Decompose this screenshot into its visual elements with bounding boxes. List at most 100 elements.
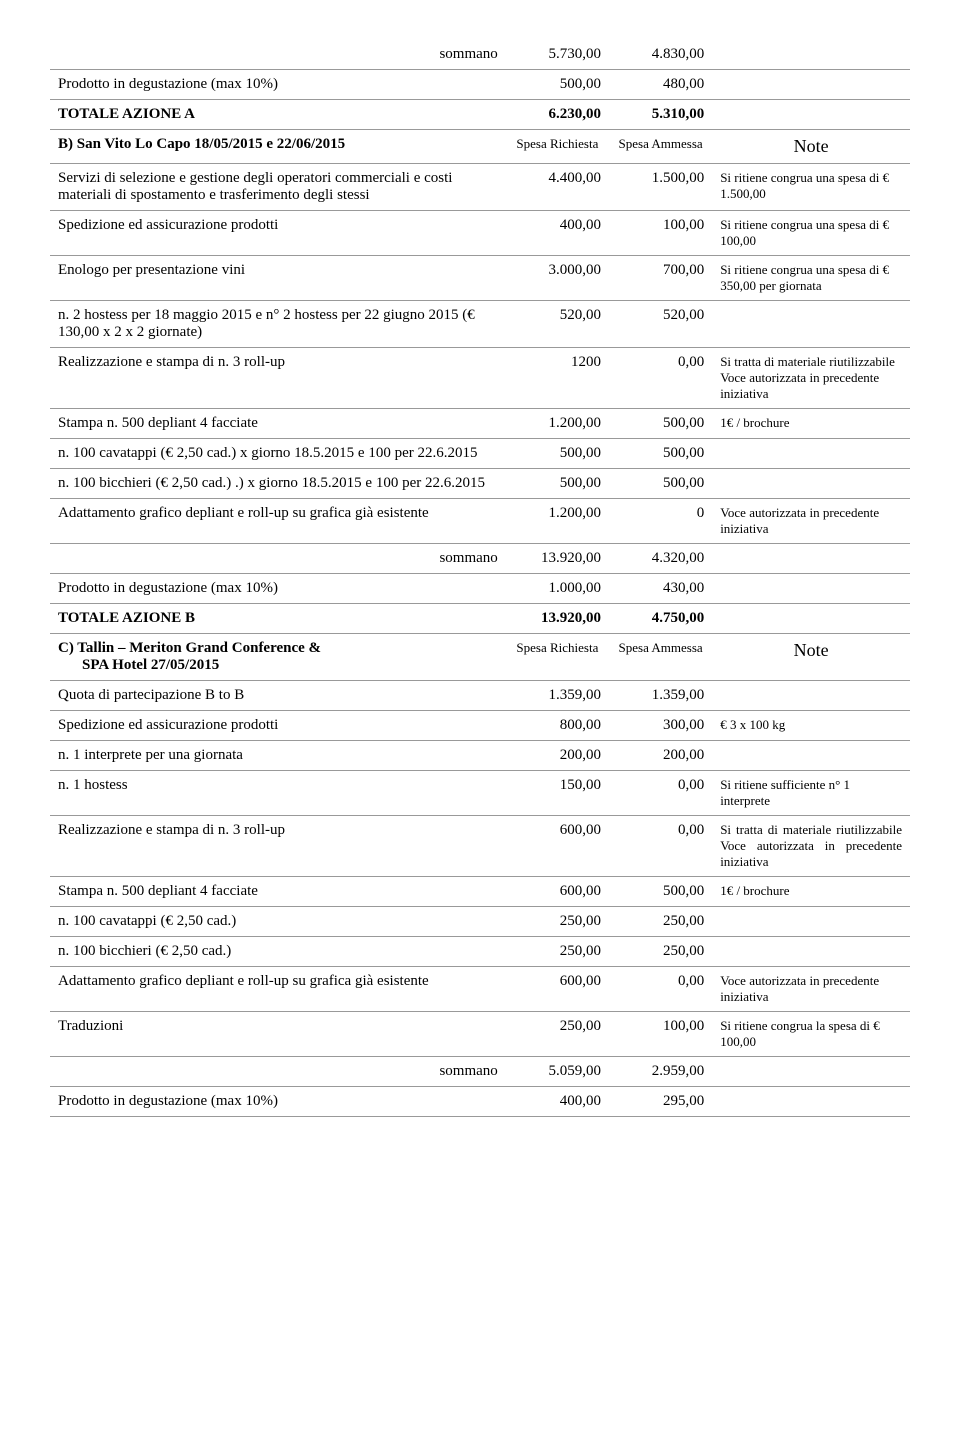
note-cell bbox=[712, 301, 910, 348]
note-cell: Si ritiene congrua una spesa di € 1.500,… bbox=[712, 164, 910, 211]
requested-cell: 1.359,00 bbox=[506, 681, 609, 711]
requested-cell: 1.000,00 bbox=[506, 574, 609, 604]
table-row: Servizi di selezione e gestione degli op… bbox=[50, 164, 910, 211]
requested-cell: 520,00 bbox=[506, 301, 609, 348]
description-cell: sommano bbox=[50, 544, 506, 574]
table-row: Adattamento grafico depliant e roll-up s… bbox=[50, 499, 910, 544]
approved-cell: 520,00 bbox=[609, 301, 712, 348]
requested-cell: 250,00 bbox=[506, 937, 609, 967]
approved-cell: 100,00 bbox=[609, 1012, 712, 1057]
table-row: Realizzazione e stampa di n. 3 roll-up12… bbox=[50, 348, 910, 409]
approved-cell: 500,00 bbox=[609, 439, 712, 469]
table-row: Prodotto in degustazione (max 10%)400,00… bbox=[50, 1087, 910, 1117]
note-cell bbox=[712, 907, 910, 937]
requested-cell: Spesa Richiesta bbox=[506, 634, 609, 681]
expense-table: sommano5.730,004.830,00Prodotto in degus… bbox=[50, 40, 910, 1117]
description-cell: B) San Vito Lo Capo 18/05/2015 e 22/06/2… bbox=[50, 130, 506, 164]
description-cell: n. 2 hostess per 18 maggio 2015 e n° 2 h… bbox=[50, 301, 506, 348]
requested-cell: 600,00 bbox=[506, 967, 609, 1012]
description-cell: n. 1 hostess bbox=[50, 771, 506, 816]
note-cell: Note bbox=[712, 130, 910, 164]
requested-cell: 1200 bbox=[506, 348, 609, 409]
note-cell bbox=[712, 741, 910, 771]
approved-cell: Spesa Ammessa bbox=[609, 634, 712, 681]
description-cell: Servizi di selezione e gestione degli op… bbox=[50, 164, 506, 211]
description-cell: n. 100 cavatappi (€ 2,50 cad.) x giorno … bbox=[50, 439, 506, 469]
requested-cell: 3.000,00 bbox=[506, 256, 609, 301]
note-cell bbox=[712, 469, 910, 499]
approved-cell: Spesa Ammessa bbox=[609, 130, 712, 164]
approved-cell: 500,00 bbox=[609, 877, 712, 907]
description-cell: n. 1 interprete per una giornata bbox=[50, 741, 506, 771]
table-row: Realizzazione e stampa di n. 3 roll-up60… bbox=[50, 816, 910, 877]
description-cell: Adattamento grafico depliant e roll-up s… bbox=[50, 967, 506, 1012]
note-cell: Si tratta di materiale riutilizzabile Vo… bbox=[712, 816, 910, 877]
approved-cell: 480,00 bbox=[609, 70, 712, 100]
approved-cell: 1.359,00 bbox=[609, 681, 712, 711]
approved-cell: 4.830,00 bbox=[609, 40, 712, 70]
approved-cell: 0,00 bbox=[609, 348, 712, 409]
table-row: Stampa n. 500 depliant 4 facciate1.200,0… bbox=[50, 409, 910, 439]
description-cell: sommano bbox=[50, 40, 506, 70]
requested-cell: 5.730,00 bbox=[506, 40, 609, 70]
note-cell bbox=[712, 439, 910, 469]
note-cell bbox=[712, 937, 910, 967]
table-row: Prodotto in degustazione (max 10%)500,00… bbox=[50, 70, 910, 100]
description-cell: Stampa n. 500 depliant 4 facciate bbox=[50, 877, 506, 907]
approved-cell: 4.320,00 bbox=[609, 544, 712, 574]
approved-cell: 4.750,00 bbox=[609, 604, 712, 634]
approved-cell: 100,00 bbox=[609, 211, 712, 256]
requested-cell: 250,00 bbox=[506, 1012, 609, 1057]
description-cell: TOTALE AZIONE A bbox=[50, 100, 506, 130]
table-row: n. 100 cavatappi (€ 2,50 cad.) x giorno … bbox=[50, 439, 910, 469]
approved-cell: 200,00 bbox=[609, 741, 712, 771]
requested-cell: 500,00 bbox=[506, 469, 609, 499]
description-cell: C) Tallin – Meriton Grand Conference &SP… bbox=[50, 634, 506, 681]
approved-cell: 700,00 bbox=[609, 256, 712, 301]
note-cell: Si ritiene congrua una spesa di € 350,00… bbox=[712, 256, 910, 301]
note-cell bbox=[712, 1087, 910, 1117]
note-cell: Voce autorizzata in precedente iniziativ… bbox=[712, 499, 910, 544]
table-row: sommano13.920,004.320,00 bbox=[50, 544, 910, 574]
table-row: n. 1 interprete per una giornata200,0020… bbox=[50, 741, 910, 771]
description-cell: n. 100 bicchieri (€ 2,50 cad.) bbox=[50, 937, 506, 967]
requested-cell: 800,00 bbox=[506, 711, 609, 741]
table-row: sommano5.059,002.959,00 bbox=[50, 1057, 910, 1087]
note-cell: Si tratta di materiale riutilizzabile Vo… bbox=[712, 348, 910, 409]
table-row: B) San Vito Lo Capo 18/05/2015 e 22/06/2… bbox=[50, 130, 910, 164]
table-row: TOTALE AZIONE B13.920,004.750,00 bbox=[50, 604, 910, 634]
approved-cell: 300,00 bbox=[609, 711, 712, 741]
requested-cell: 13.920,00 bbox=[506, 604, 609, 634]
approved-cell: 0,00 bbox=[609, 771, 712, 816]
requested-cell: 200,00 bbox=[506, 741, 609, 771]
table-row: Traduzioni250,00100,00Si ritiene congrua… bbox=[50, 1012, 910, 1057]
table-row: C) Tallin – Meriton Grand Conference &SP… bbox=[50, 634, 910, 681]
note-cell: Si ritiene congrua una spesa di € 100,00 bbox=[712, 211, 910, 256]
requested-cell: 1.200,00 bbox=[506, 499, 609, 544]
description-cell: Prodotto in degustazione (max 10%) bbox=[50, 70, 506, 100]
table-row: n. 100 bicchieri (€ 2,50 cad.) .) x gior… bbox=[50, 469, 910, 499]
approved-cell: 500,00 bbox=[609, 409, 712, 439]
requested-cell: Spesa Richiesta bbox=[506, 130, 609, 164]
note-cell: € 3 x 100 kg bbox=[712, 711, 910, 741]
requested-cell: 500,00 bbox=[506, 439, 609, 469]
note-cell bbox=[712, 574, 910, 604]
description-cell: Prodotto in degustazione (max 10%) bbox=[50, 574, 506, 604]
approved-cell: 0,00 bbox=[609, 816, 712, 877]
description-cell: Enologo per presentazione vini bbox=[50, 256, 506, 301]
note-cell: Voce autorizzata in precedente iniziativ… bbox=[712, 967, 910, 1012]
table-row: TOTALE AZIONE A6.230,005.310,00 bbox=[50, 100, 910, 130]
table-row: Enologo per presentazione vini3.000,0070… bbox=[50, 256, 910, 301]
note-cell: Note bbox=[712, 634, 910, 681]
approved-cell: 295,00 bbox=[609, 1087, 712, 1117]
approved-cell: 0,00 bbox=[609, 967, 712, 1012]
requested-cell: 4.400,00 bbox=[506, 164, 609, 211]
description-cell: Realizzazione e stampa di n. 3 roll-up bbox=[50, 816, 506, 877]
approved-cell: 1.500,00 bbox=[609, 164, 712, 211]
table-row: n. 2 hostess per 18 maggio 2015 e n° 2 h… bbox=[50, 301, 910, 348]
table-row: n. 100 bicchieri (€ 2,50 cad.)250,00250,… bbox=[50, 937, 910, 967]
requested-cell: 400,00 bbox=[506, 1087, 609, 1117]
table-row: Quota di partecipazione B to B1.359,001.… bbox=[50, 681, 910, 711]
requested-cell: 13.920,00 bbox=[506, 544, 609, 574]
requested-cell: 500,00 bbox=[506, 70, 609, 100]
